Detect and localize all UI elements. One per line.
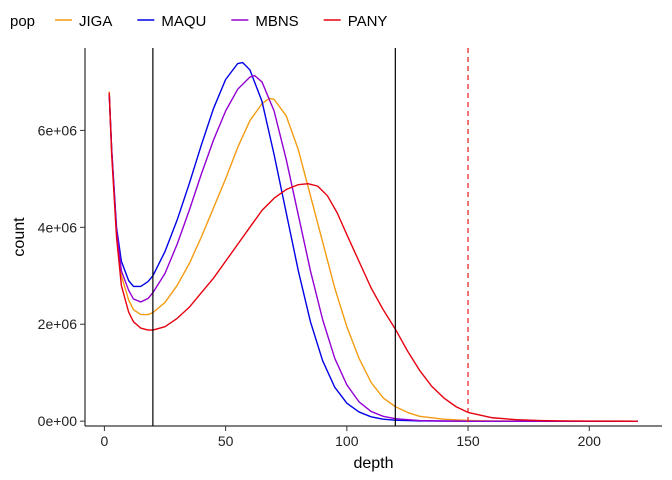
x-axis-ticks: 0 50 100 150 200: [100, 426, 601, 449]
y-tick-label: 0e+00: [38, 413, 78, 429]
x-axis-title: depth: [353, 455, 393, 472]
x-tick-label: 0: [100, 433, 108, 449]
series-line-pany: [108, 92, 638, 422]
series-line-maqu: [108, 61, 638, 422]
legend-title: pop: [10, 13, 35, 30]
y-tick-label: 2e+06: [38, 316, 78, 332]
legend-label-pany: PANY: [348, 13, 388, 30]
plot-area: [108, 48, 638, 426]
x-tick-label: 200: [578, 433, 602, 449]
legend-label-maqu: MAQU: [161, 13, 206, 30]
y-axis-title: count: [11, 217, 28, 257]
y-tick-label: 6e+06: [38, 122, 78, 138]
series-line-mbns: [108, 74, 638, 422]
x-tick-label: 100: [335, 433, 359, 449]
y-tick-label: 4e+06: [38, 219, 78, 235]
y-axis-ticks: 0e+00 2e+06 4e+06 6e+06: [38, 122, 85, 429]
legend: pop JIGA MAQU MBNS PANY: [10, 13, 387, 30]
x-tick-label: 150: [456, 433, 480, 449]
x-tick-label: 50: [218, 433, 234, 449]
legend-label-jiga: JIGA: [79, 13, 112, 30]
legend-label-mbns: MBNS: [255, 13, 298, 30]
series-line-jiga: [108, 91, 638, 422]
